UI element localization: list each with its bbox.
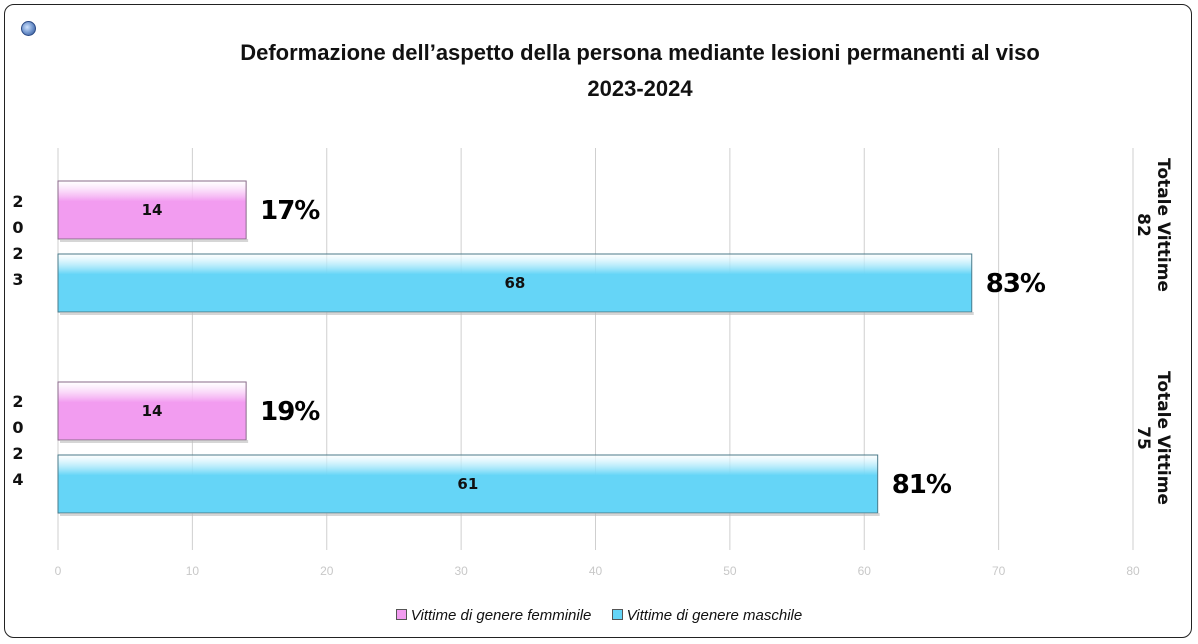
bar-shadow-female-2024: [60, 440, 249, 443]
x-tick-label-0: 0: [55, 564, 62, 578]
legend: Vittime di genere femminile Vittime di g…: [0, 607, 1198, 624]
total-value-2024: 75: [1133, 426, 1153, 450]
chart-title: Deformazione dell’aspetto della persona …: [240, 40, 1040, 65]
bar-value-male-2023: 68: [504, 274, 525, 292]
chart-frame: [4, 4, 1192, 638]
x-tick-label-30: 30: [454, 564, 468, 578]
percent-label-male-2024: 81%: [892, 470, 952, 500]
percent-label-female-2024: 19%: [260, 397, 320, 427]
x-tick-label-70: 70: [992, 564, 1006, 578]
x-tick-label-60: 60: [858, 564, 872, 578]
legend-label-female: Vittime di genere femminile: [410, 607, 592, 624]
x-tick-label-40: 40: [589, 564, 603, 578]
category-label-2024-digit-1: 0: [12, 418, 23, 437]
logo-icon: [21, 21, 36, 36]
legend-label-male: Vittime di genere maschile: [626, 607, 803, 624]
percent-label-male-2023: 83%: [986, 269, 1046, 299]
category-label-2023-digit-0: 2: [12, 192, 23, 211]
percent-label-female-2023: 17%: [260, 196, 320, 226]
bar-shadow-male-2024: [60, 513, 880, 516]
x-tick-label-80: 80: [1126, 564, 1140, 578]
bar-male-2024: [57, 454, 879, 514]
category-label-2023-digit-3: 3: [12, 270, 23, 289]
bar-value-male-2024: 61: [457, 475, 478, 493]
bar-value-female-2024: 14: [142, 402, 163, 420]
x-tick-label-20: 20: [320, 564, 334, 578]
chart-subtitle: 2023-2024: [587, 76, 693, 101]
legend-item-male: Vittime di genere maschile: [611, 607, 803, 624]
legend-swatch-male: [611, 609, 623, 620]
legend-item-female: Vittime di genere femminile: [395, 607, 592, 624]
total-value-2023: 82: [1133, 213, 1153, 237]
total-label-2023: Totale Vittime: [1153, 158, 1173, 292]
category-label-2024-digit-3: 4: [12, 470, 23, 489]
bar-female-2024: [57, 381, 247, 441]
bar-shadow-female-2023: [60, 239, 249, 242]
category-label-2023-digit-2: 2: [12, 244, 23, 263]
bar-shadow-male-2023: [60, 312, 974, 315]
category-label-2023-digit-1: 0: [12, 218, 23, 237]
bar-female-2023: [57, 180, 247, 240]
x-tick-label-50: 50: [723, 564, 737, 578]
category-label-2024-digit-0: 2: [12, 392, 23, 411]
total-label-2024: Totale Vittime: [1153, 371, 1173, 505]
bar-male-2023: [57, 253, 973, 313]
legend-swatch-female: [395, 609, 407, 620]
category-label-2024-digit-2: 2: [12, 444, 23, 463]
bar-value-female-2023: 14: [142, 201, 163, 219]
x-tick-label-10: 10: [186, 564, 200, 578]
